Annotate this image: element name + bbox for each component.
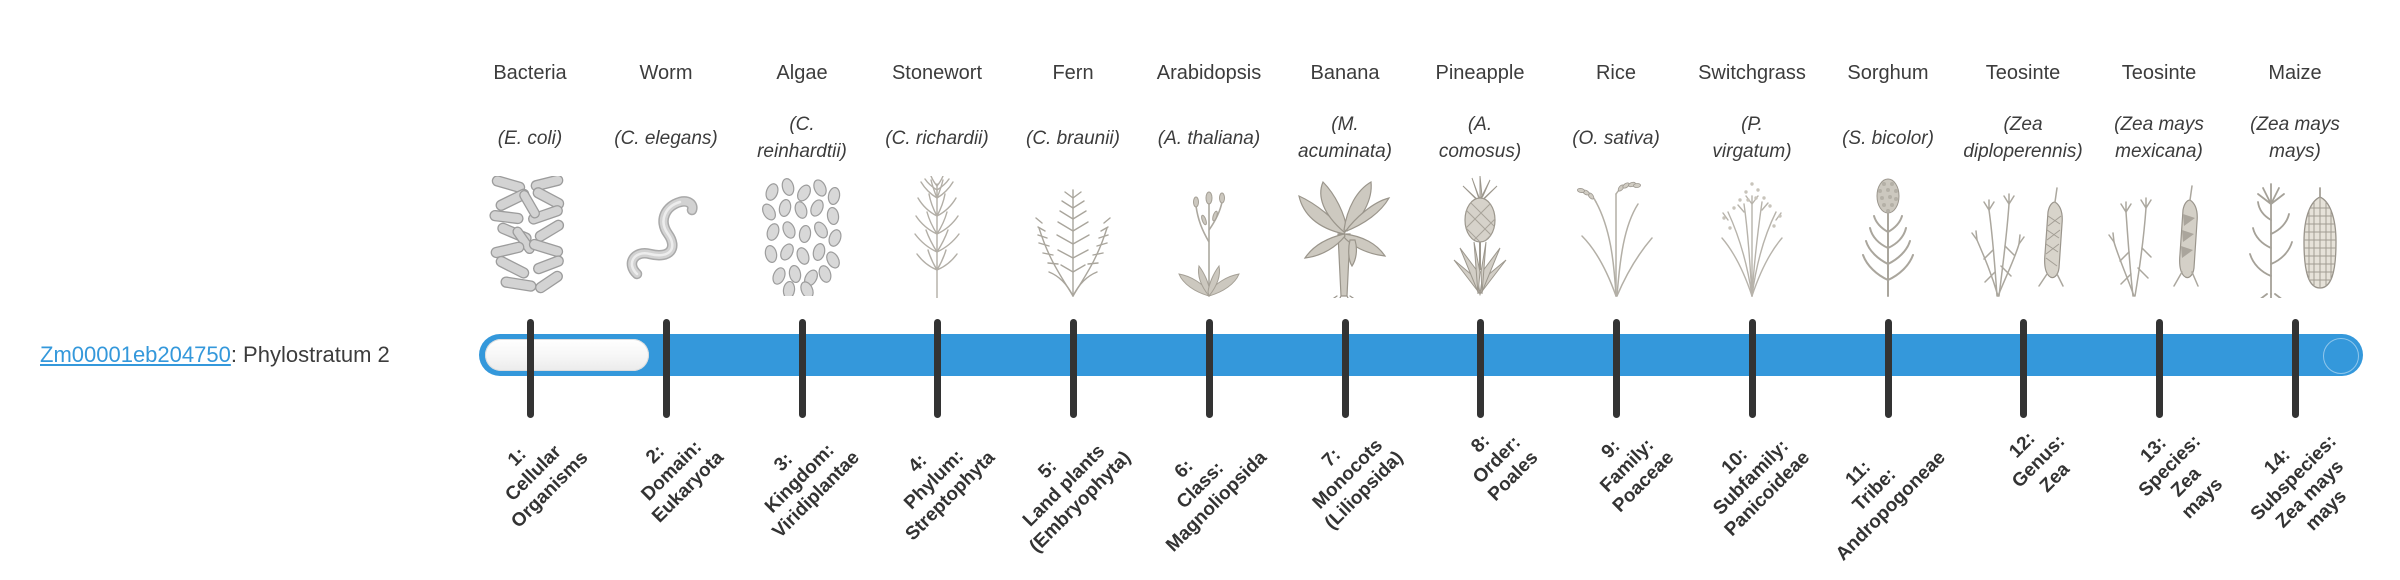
stratum-label: 4: Phylum: Streptophyta xyxy=(900,445,1000,545)
organism-name: Sorghum xyxy=(1847,62,1929,84)
organism-species: (E. coli) xyxy=(497,127,563,149)
gene-phylostratum-text: : Phylostratum 2 xyxy=(230,342,390,367)
timeline-tick xyxy=(2291,319,2299,418)
gene-link[interactable]: Zm00001eb204750 xyxy=(40,342,231,367)
timeline-tick xyxy=(2019,319,2027,418)
timeline-tick xyxy=(1476,319,1484,418)
timeline-tick xyxy=(526,319,534,418)
stratum-label: 7: Monocots (Liliopsida) xyxy=(1308,435,1408,534)
algae-icon xyxy=(732,172,872,302)
timeline-tick xyxy=(662,319,670,418)
stratum-label: 3: Kingdom: Viridiplantae xyxy=(761,439,865,543)
bacteria-icon xyxy=(460,172,600,302)
organism-species: (C. richardii) xyxy=(885,127,989,149)
pineapple-icon xyxy=(1410,172,1550,302)
organism-species: (Zea mays mays) xyxy=(2250,114,2340,162)
organism-name: Bacteria xyxy=(493,62,567,84)
timeline-tick xyxy=(2155,319,2163,418)
fern-icon xyxy=(1003,172,1143,302)
organism-name: Fern xyxy=(1052,62,1094,84)
rice-icon xyxy=(1546,172,1686,302)
timeline-tick xyxy=(1884,319,1892,418)
stonewort-icon xyxy=(867,172,1007,302)
phylostratum1-unfilled-segment xyxy=(485,339,649,371)
organism-species: (C. reinhardtii) xyxy=(757,114,847,162)
organism-species: (C. elegans) xyxy=(614,127,718,149)
stratum-label: 12: Genus: Zea xyxy=(2004,428,2074,497)
organism-name: Stonewort xyxy=(891,62,983,84)
organism-species: (P. virgatum) xyxy=(1712,114,1792,162)
stratum-label: 11: Tribe: Andropogoneae xyxy=(1832,447,1951,566)
stratum-label: 2: Domain: Eukaryota xyxy=(637,436,729,528)
organism-name: Worm xyxy=(639,62,693,84)
organism-species: (O. sativa) xyxy=(1572,127,1660,149)
organism-name: Rice xyxy=(1595,62,1636,84)
timeline-tick xyxy=(1069,319,1077,418)
organism-name: Algae xyxy=(776,62,828,84)
timeline-tick xyxy=(933,319,941,418)
gene-label: Zm00001eb204750: Phylostratum 2 xyxy=(40,341,390,369)
stratum-label: 14: Subspecies: Zea mays mays xyxy=(2246,430,2351,536)
organism-name: Arabidopsis xyxy=(1156,62,1262,84)
organism-name: Maize xyxy=(2268,62,2322,84)
worm-icon xyxy=(596,172,736,302)
organism-species: (M. acuminata) xyxy=(1298,114,1392,162)
stratum-label: 5: Land plants (Embryophyta) xyxy=(1018,440,1136,557)
organism-species: (C. braunii) xyxy=(1026,127,1120,149)
stratum-label: 1: Cellular Organisms xyxy=(501,441,593,533)
banana-icon xyxy=(1275,172,1415,302)
organism-name: Pineapple xyxy=(1435,62,1525,84)
timeline-tick xyxy=(1612,319,1620,418)
organism-name: Teosinte xyxy=(1985,62,2061,84)
bar-endcap-highlight xyxy=(2323,338,2359,374)
arabidopsis-icon xyxy=(1139,172,1279,302)
teosinte-diploperennis-icon xyxy=(1953,172,2093,302)
timeline-tick xyxy=(798,319,806,418)
stratum-label: 10: Subfamily: Panicoideae xyxy=(1709,435,1815,541)
phylostratum-bar xyxy=(479,334,2363,376)
timeline-tick xyxy=(1341,319,1349,418)
organism-species: (A. comosus) xyxy=(1438,114,1522,162)
timeline-tick xyxy=(1205,319,1213,418)
stratum-label: 13: Species: Zea mays xyxy=(2134,430,2227,524)
maize-icon xyxy=(2225,172,2365,302)
organism-name: Teosinte xyxy=(2121,62,2197,84)
stratum-label: 6: Class: Magnoliopsida xyxy=(1162,447,1272,557)
teosinte-mexicana-icon xyxy=(2089,172,2229,302)
stratum-label: 8: Order: Poales xyxy=(1467,430,1543,506)
timeline-tick xyxy=(1748,319,1756,418)
sorghum-icon xyxy=(1818,172,1958,302)
organism-name: Switchgrass xyxy=(1698,62,1806,84)
organism-name: Banana xyxy=(1310,62,1380,84)
organism-species: (A. thaliana) xyxy=(1157,127,1261,149)
organism-species: (Zea mays mexicana) xyxy=(2114,114,2204,162)
organism-species: (S. bicolor) xyxy=(1842,127,1934,149)
switchgrass-icon xyxy=(1682,172,1822,302)
stratum-label: 9: Family: Poaceae xyxy=(1596,434,1679,517)
organism-species: (Zea diploperennis) xyxy=(1963,114,2083,162)
